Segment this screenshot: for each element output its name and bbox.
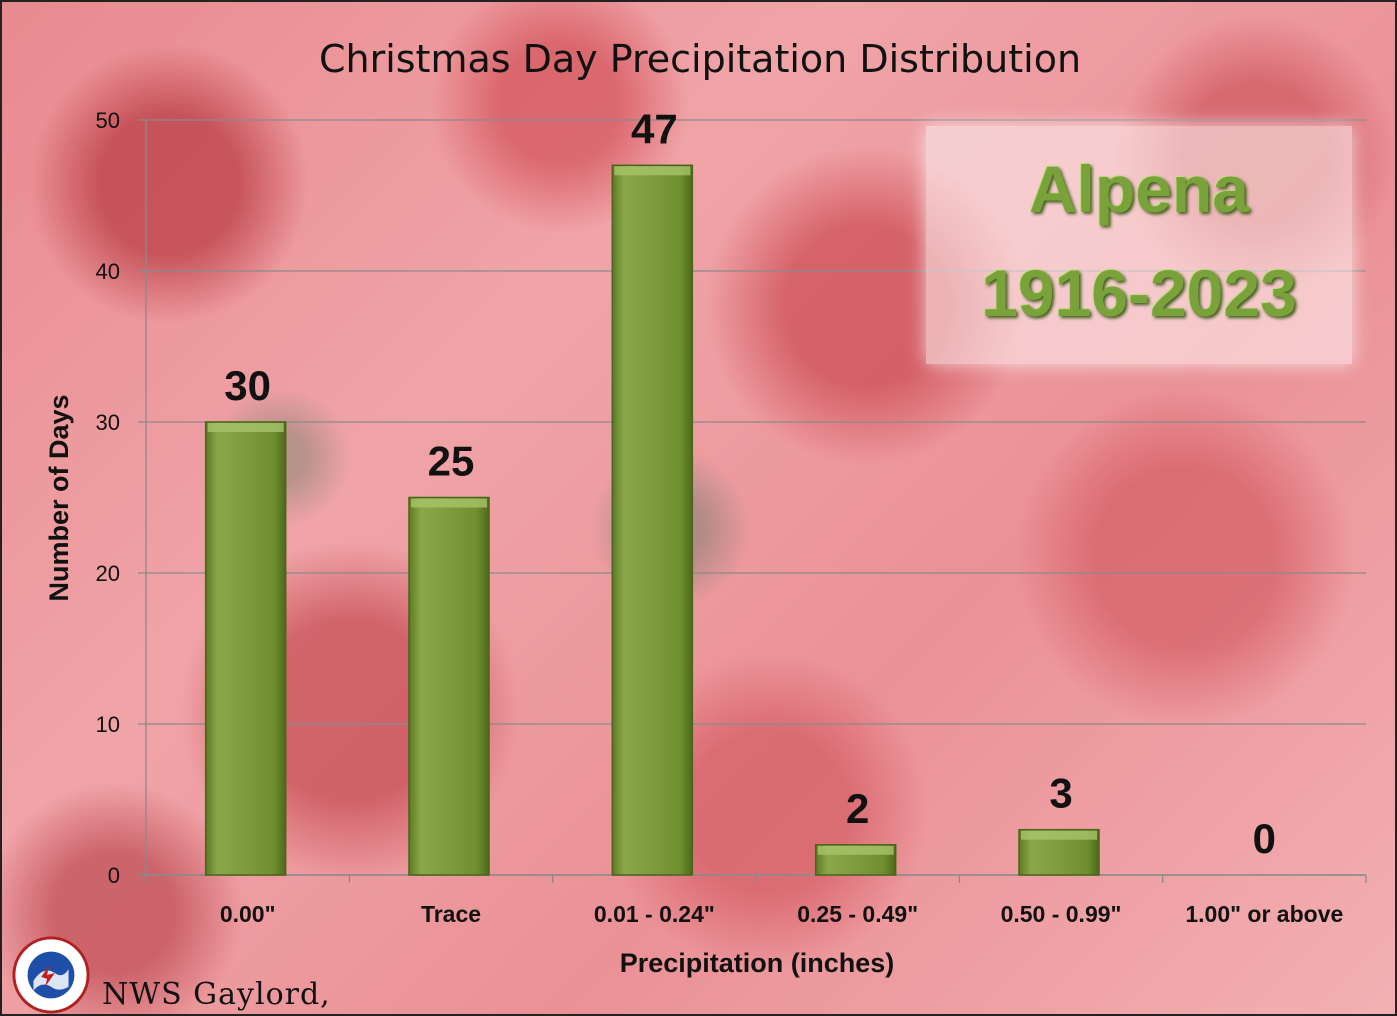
station-years: 1916-2023 xyxy=(981,256,1297,330)
gridlines xyxy=(138,119,1367,883)
bar-highlight xyxy=(614,166,691,176)
chart-title: Christmas Day Precipitation Distribution xyxy=(319,37,1081,81)
y-axis-label: Number of Days xyxy=(44,394,74,601)
bar xyxy=(611,164,694,876)
station-inset: Alpena 1916-2023 xyxy=(926,126,1352,364)
x-tick-label: 0.00" xyxy=(220,901,276,927)
y-tick-label: 10 xyxy=(96,712,120,737)
station-name: Alpena xyxy=(1028,152,1250,226)
data-label: 47 xyxy=(631,105,678,152)
y-tick-label: 30 xyxy=(96,410,120,435)
y-tick-label: 40 xyxy=(96,259,120,284)
y-axis-ticks: 0 10 20 30 40 50 xyxy=(96,108,120,888)
x-tick-label: 0.01 - 0.24" xyxy=(594,901,715,927)
bar-highlight xyxy=(817,845,894,855)
y-tick-label: 20 xyxy=(96,561,120,586)
bar-highlight xyxy=(207,423,284,432)
x-axis-label: Precipitation (inches) xyxy=(620,948,895,978)
bar-highlight xyxy=(1021,830,1097,840)
bar xyxy=(408,496,490,876)
y-tick-label: 0 xyxy=(108,863,120,888)
x-tick-label: Trace xyxy=(421,901,481,927)
data-label: 3 xyxy=(1049,770,1072,817)
data-label: 0 xyxy=(1253,815,1276,862)
bar xyxy=(204,421,287,876)
x-tick-label: 1.00" or above xyxy=(1185,901,1343,927)
x-axis-ticks: 0.00" Trace 0.01 - 0.24" 0.25 - 0.49" 0.50 -… xyxy=(220,901,1343,927)
data-label: 30 xyxy=(224,362,271,409)
data-label: 25 xyxy=(428,438,475,485)
x-tick-label: 0.50 - 0.99" xyxy=(1001,901,1122,927)
bar-highlight xyxy=(411,498,487,508)
y-tick-label: 50 xyxy=(96,108,120,133)
data-label: 2 xyxy=(846,785,869,832)
x-tick-label: 0.25 - 0.49" xyxy=(797,901,918,927)
nws-logo-icon xyxy=(12,936,90,1014)
footer-credit: NWS Gaylord, xyxy=(102,977,331,1012)
